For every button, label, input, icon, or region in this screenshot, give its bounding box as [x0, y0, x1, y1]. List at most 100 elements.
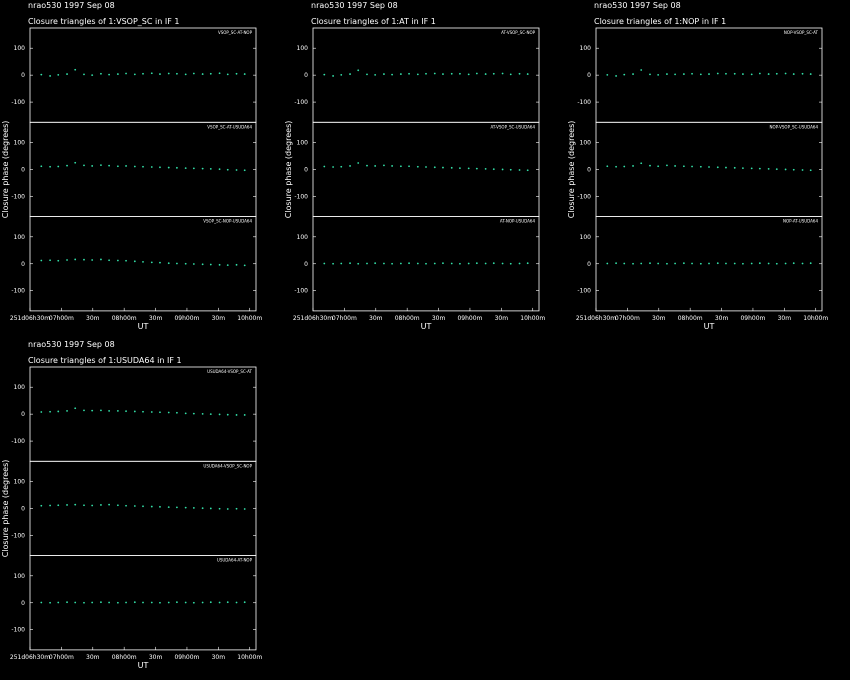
x-tick-label: 07h00m: [49, 315, 74, 322]
data-point: [66, 164, 68, 167]
x-tick-label: 08h00m: [112, 315, 137, 322]
data-point: [767, 168, 770, 170]
data-point: [450, 72, 453, 75]
data-point: [459, 262, 461, 265]
y-tick-label: 0: [21, 72, 25, 79]
y-tick-label: -100: [11, 288, 25, 295]
data-point: [606, 73, 609, 76]
data-point: [176, 411, 178, 414]
data-point: [518, 262, 521, 265]
data-point: [235, 601, 238, 604]
data-point: [74, 503, 77, 506]
data-point: [750, 262, 753, 265]
chart-title: nrao530 1997 Sep 08: [594, 1, 681, 10]
data-point: [57, 601, 60, 604]
data-point: [391, 73, 393, 76]
data-point: [83, 504, 85, 507]
y-tick-label: -100: [11, 193, 25, 200]
data-point: [133, 260, 136, 263]
data-point: [226, 168, 229, 171]
data-point: [49, 504, 51, 507]
data-point: [49, 601, 51, 604]
data-point: [433, 166, 436, 169]
data-point: [49, 259, 51, 262]
data-point: [40, 165, 43, 168]
data-point: [467, 73, 470, 76]
data-point: [383, 73, 385, 75]
data-point: [408, 262, 410, 265]
x-tick-label: 30m: [778, 315, 792, 322]
data-point: [615, 75, 617, 77]
triangle-label: AT-VSOP_SC-USUDA64: [490, 124, 535, 129]
data-point: [484, 73, 487, 75]
data-point: [391, 262, 393, 265]
x-tick-label: 30m: [86, 315, 100, 322]
data-point: [716, 72, 719, 75]
data-point: [349, 73, 351, 75]
x-tick-label: 30m: [715, 315, 729, 322]
data-point: [83, 601, 85, 604]
data-point: [91, 504, 94, 507]
triangle-label: AT-NOP-USUDA64: [500, 219, 536, 224]
data-point: [332, 75, 334, 77]
data-point: [57, 165, 60, 168]
data-point: [243, 73, 246, 75]
data-point: [366, 164, 368, 167]
data-point: [632, 73, 634, 75]
x-tick-label: 30m: [432, 315, 446, 322]
data-point: [801, 262, 804, 265]
data-point: [733, 166, 736, 169]
data-point: [640, 69, 643, 71]
y-tick-label: -100: [11, 532, 25, 539]
data-point: [100, 504, 102, 506]
data-point: [332, 262, 334, 265]
data-point: [475, 262, 478, 265]
triangle-label: USUDA64-VSOP_SC-NOP: [203, 463, 252, 468]
data-point: [632, 165, 634, 167]
data-point: [467, 262, 470, 265]
data-point: [357, 262, 360, 265]
x-tick-label: 10h00m: [237, 315, 262, 322]
data-point: [691, 165, 693, 168]
triangle-label: AT-VSOP_SC-NOP: [501, 30, 535, 35]
data-point: [66, 504, 68, 506]
plot-frame: [29, 27, 257, 123]
data-point: [509, 262, 512, 265]
data-point: [649, 262, 651, 265]
data-point: [218, 413, 221, 416]
data-point: [74, 68, 77, 71]
x-tick-label: 30m: [149, 654, 163, 661]
data-point: [142, 72, 144, 75]
data-point: [159, 601, 161, 604]
triangle-label: VSOP_SC-NOP-USUDA64: [203, 219, 252, 224]
data-point: [40, 601, 43, 604]
data-point: [108, 503, 110, 506]
data-point: [775, 168, 778, 171]
data-point: [192, 167, 195, 170]
data-point: [682, 73, 685, 75]
data-point: [340, 73, 343, 76]
x-axis-label: UT: [421, 322, 432, 331]
data-point: [176, 506, 178, 509]
data-point: [125, 72, 127, 75]
data-point: [133, 165, 136, 168]
x-tick-label: 09h00m: [457, 315, 482, 322]
data-point: [758, 262, 761, 265]
data-point: [176, 262, 178, 265]
data-point: [391, 165, 393, 167]
x-tick-label: 30m: [86, 654, 100, 661]
data-point: [784, 168, 787, 171]
chart-subtitle: Closure triangles of 1:AT in IF 1: [311, 17, 436, 26]
chart-title: nrao530 1997 Sep 08: [28, 1, 115, 10]
data-point: [176, 601, 178, 604]
y-tick-label: 100: [580, 140, 592, 147]
data-point: [209, 72, 212, 75]
data-point: [91, 259, 94, 261]
data-point: [150, 411, 153, 413]
y-axis-label: Closure phase (degrees): [284, 121, 293, 219]
data-point: [716, 262, 719, 265]
data-point: [226, 264, 229, 266]
plot-frame: [595, 121, 823, 218]
data-point: [142, 165, 144, 168]
plot-frame: [312, 121, 540, 218]
